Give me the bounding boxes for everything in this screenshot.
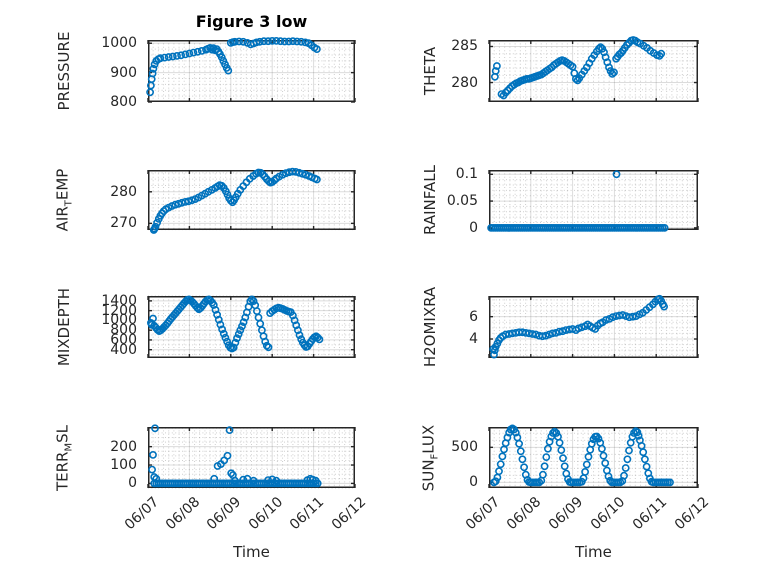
plot-area-terr-msl bbox=[147, 424, 356, 489]
ylabel-subscript: T bbox=[63, 200, 75, 207]
ylabel-text: PRESSURE bbox=[55, 31, 73, 111]
ylabel-text: EMP bbox=[53, 168, 72, 201]
y-tick-label-sun-flux: 0 bbox=[469, 474, 478, 491]
ylabel-text: MIXDEPTH bbox=[55, 287, 73, 367]
ylabel-text: TERR bbox=[53, 451, 72, 491]
plot-area-pressure bbox=[146, 37, 356, 103]
y-tick-label-mixdepth: 800 bbox=[110, 322, 137, 339]
y-axis-label-mixdepth: MIXDEPTH bbox=[55, 288, 73, 366]
y-tick-label-terr-msl: 0 bbox=[128, 475, 137, 492]
y-tick-label-h2omixra: 6 bbox=[469, 308, 478, 325]
data-markers-mixdepth bbox=[147, 295, 324, 353]
x-tick-label-terr-msl: 06/10 bbox=[245, 494, 287, 534]
y-tick-label-mixdepth: 1400 bbox=[101, 292, 137, 309]
y-axis-label-air-temp: AIRTEMP bbox=[54, 169, 75, 232]
x-tick-label-terr-msl: 06/07 bbox=[121, 494, 162, 534]
ylabel-text: SL bbox=[53, 424, 72, 443]
y-tick-label-terr-msl: 200 bbox=[110, 438, 137, 455]
x-tick-label-terr-msl: 06/11 bbox=[287, 494, 328, 534]
data-markers-rainfall bbox=[487, 170, 669, 232]
y-tick-label-rainfall: 0.1 bbox=[455, 166, 478, 183]
y-tick-label-mixdepth: 1200 bbox=[101, 302, 137, 319]
figure-title: Figure 3 low bbox=[195, 12, 308, 31]
data-markers-air-temp bbox=[149, 167, 321, 234]
x-tick-label-terr-msl: 06/09 bbox=[204, 494, 245, 534]
plot-area-h2omixra bbox=[488, 294, 699, 359]
plot-area-air-temp bbox=[147, 167, 356, 234]
x-tick-label-sun-flux: 06/11 bbox=[629, 494, 671, 534]
y-tick-label-terr-msl: 100 bbox=[110, 457, 137, 474]
data-markers-h2omixra bbox=[489, 294, 668, 359]
ylabel-subscript: M bbox=[63, 442, 75, 452]
x-tick-label-terr-msl: 06/12 bbox=[328, 494, 369, 534]
ylabel-text: H2OMIXRA bbox=[421, 286, 439, 368]
data-markers-sun-flux bbox=[490, 424, 674, 487]
y-axis-label-h2omixra: H2OMIXRA bbox=[421, 287, 439, 367]
y-tick-label-theta: 280 bbox=[451, 74, 478, 91]
plot-area-theta bbox=[488, 36, 699, 102]
plot-area-sun-flux bbox=[488, 424, 699, 488]
y-tick-label-air-temp: 270 bbox=[110, 215, 137, 232]
y-tick-label-pressure: 1000 bbox=[101, 35, 137, 52]
x-tick-label-sun-flux: 06/09 bbox=[546, 494, 587, 534]
x-tick-label-sun-flux: 06/07 bbox=[462, 494, 503, 534]
y-axis-label-pressure: PRESSURE bbox=[55, 32, 73, 111]
y-tick-label-rainfall: 0.05 bbox=[446, 193, 478, 210]
y-tick-label-air-temp: 280 bbox=[110, 183, 137, 200]
y-tick-label-pressure: 900 bbox=[110, 64, 137, 81]
data-markers-theta bbox=[491, 36, 666, 100]
y-tick-label-pressure: 800 bbox=[110, 94, 137, 110]
x-tick-label-sun-flux: 06/08 bbox=[504, 494, 545, 534]
plot-area-rainfall bbox=[487, 170, 699, 232]
y-tick-label-rainfall: 0 bbox=[469, 219, 478, 236]
y-axis-label-terr-msl: TERRMSL bbox=[54, 424, 75, 490]
x-axis-label-sun-flux: Time bbox=[575, 543, 612, 561]
plot-area-mixdepth bbox=[147, 295, 356, 358]
data-markers-terr-msl bbox=[148, 424, 322, 488]
y-tick-label-mixdepth: 600 bbox=[110, 331, 137, 348]
x-tick-label-sun-flux: 06/10 bbox=[587, 494, 629, 534]
x-tick-label-sun-flux: 06/12 bbox=[671, 494, 712, 534]
y-tick-label-h2omixra: 4 bbox=[469, 331, 478, 347]
y-tick-label-sun-flux: 500 bbox=[451, 439, 478, 456]
x-axis-label-terr-msl: Time bbox=[233, 543, 270, 561]
ylabel-text: AIR bbox=[53, 206, 72, 232]
y-tick-label-mixdepth: 400 bbox=[110, 341, 137, 358]
y-tick-label-theta: 285 bbox=[451, 38, 478, 55]
x-tick-label-terr-msl: 06/08 bbox=[162, 494, 204, 534]
y-tick-label-mixdepth: 1000 bbox=[101, 312, 137, 329]
data-markers-pressure bbox=[146, 37, 321, 97]
